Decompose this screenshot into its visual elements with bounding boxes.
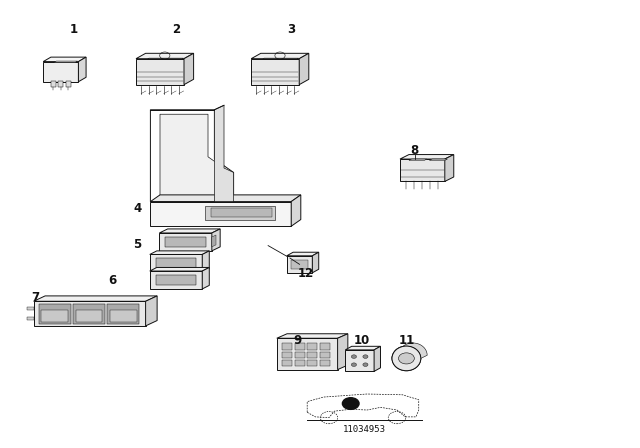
Bar	[110, 310, 137, 322]
Text: 3: 3	[287, 22, 295, 36]
Polygon shape	[252, 53, 309, 59]
Polygon shape	[374, 346, 380, 371]
Circle shape	[351, 363, 356, 366]
Polygon shape	[79, 57, 86, 82]
Polygon shape	[400, 155, 454, 159]
Polygon shape	[159, 229, 220, 233]
Bar	[28, 307, 34, 310]
Polygon shape	[429, 159, 447, 160]
Bar	[320, 352, 330, 358]
Polygon shape	[54, 61, 77, 62]
Polygon shape	[136, 53, 193, 59]
Polygon shape	[150, 110, 234, 202]
Text: 11: 11	[398, 334, 415, 347]
Polygon shape	[346, 346, 380, 350]
Polygon shape	[150, 267, 209, 271]
Polygon shape	[34, 302, 146, 326]
Polygon shape	[212, 229, 220, 251]
Bar	[42, 310, 68, 322]
Text: 7: 7	[31, 291, 39, 305]
Bar	[282, 352, 292, 358]
Polygon shape	[44, 57, 86, 62]
Bar	[320, 343, 330, 350]
Polygon shape	[202, 267, 209, 289]
Polygon shape	[312, 252, 319, 273]
Polygon shape	[392, 343, 428, 358]
Ellipse shape	[392, 346, 421, 371]
Polygon shape	[184, 53, 193, 85]
Polygon shape	[150, 202, 291, 226]
Polygon shape	[287, 252, 319, 256]
Polygon shape	[146, 296, 157, 326]
Text: 5: 5	[134, 237, 141, 251]
Circle shape	[342, 398, 359, 409]
Text: 4: 4	[134, 202, 141, 215]
Bar	[28, 317, 34, 320]
Polygon shape	[291, 195, 301, 226]
Polygon shape	[150, 271, 202, 289]
Bar	[58, 82, 63, 87]
Circle shape	[363, 363, 368, 366]
Polygon shape	[34, 296, 157, 302]
Polygon shape	[148, 58, 184, 59]
Circle shape	[363, 355, 368, 358]
Bar	[294, 343, 305, 350]
Bar	[165, 237, 206, 247]
Polygon shape	[160, 114, 224, 197]
Bar	[76, 310, 102, 322]
Bar	[39, 304, 70, 323]
Polygon shape	[409, 159, 427, 160]
Polygon shape	[44, 62, 79, 82]
Polygon shape	[252, 59, 300, 85]
Circle shape	[351, 355, 356, 358]
Text: 9: 9	[294, 334, 301, 347]
Polygon shape	[136, 59, 184, 85]
Ellipse shape	[399, 353, 414, 364]
Bar	[307, 343, 317, 350]
Bar	[307, 352, 317, 358]
Polygon shape	[211, 208, 272, 217]
Bar	[108, 304, 140, 323]
Polygon shape	[262, 58, 299, 59]
Ellipse shape	[392, 346, 421, 371]
Bar	[294, 360, 305, 366]
Bar	[156, 275, 196, 285]
Polygon shape	[212, 235, 216, 247]
Polygon shape	[400, 159, 445, 181]
Polygon shape	[202, 251, 209, 272]
Polygon shape	[150, 254, 202, 272]
Polygon shape	[445, 155, 454, 181]
Bar	[320, 360, 330, 366]
Text: 11034953: 11034953	[343, 425, 387, 434]
Polygon shape	[277, 334, 348, 338]
Polygon shape	[346, 350, 374, 371]
Polygon shape	[150, 251, 209, 254]
Text: 12: 12	[298, 267, 314, 280]
Text: 1: 1	[70, 22, 77, 36]
Polygon shape	[277, 338, 338, 370]
Bar	[294, 352, 305, 358]
Polygon shape	[214, 105, 234, 202]
Bar	[282, 360, 292, 366]
Polygon shape	[287, 256, 312, 273]
Bar	[73, 304, 105, 323]
Text: 2: 2	[172, 22, 180, 36]
Polygon shape	[205, 206, 275, 220]
Polygon shape	[159, 233, 212, 251]
Text: 8: 8	[411, 143, 419, 157]
Polygon shape	[338, 334, 348, 370]
Bar	[307, 360, 317, 366]
Text: 6: 6	[108, 273, 116, 287]
Bar	[282, 343, 292, 350]
Bar	[66, 82, 71, 87]
Bar	[291, 260, 308, 269]
Polygon shape	[150, 195, 301, 202]
Bar	[51, 82, 56, 87]
Polygon shape	[300, 53, 309, 85]
Text: 10: 10	[353, 334, 370, 347]
Bar	[156, 258, 196, 268]
